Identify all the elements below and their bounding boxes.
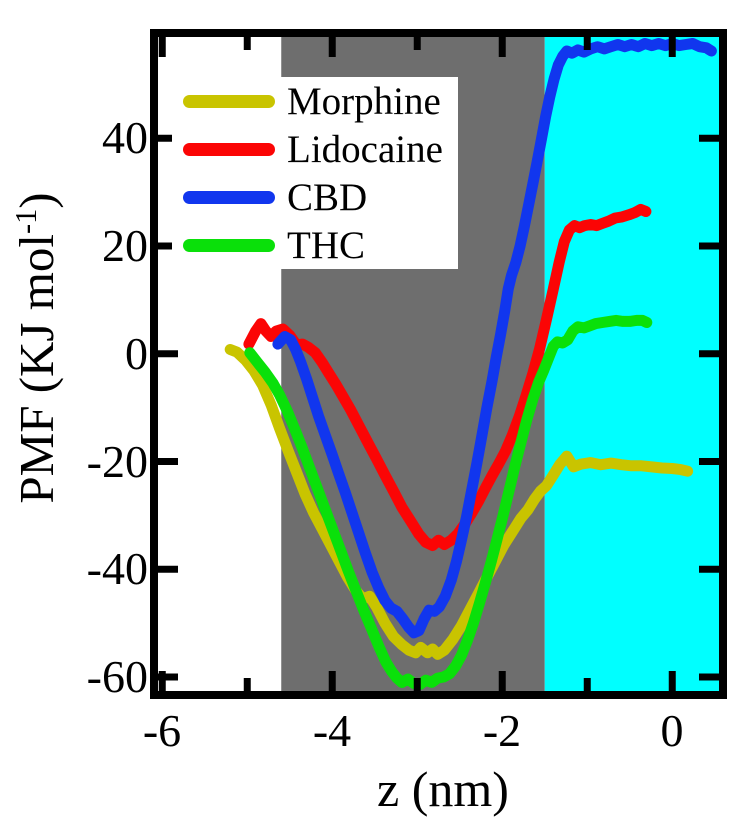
morphine-line-swatch <box>183 94 275 108</box>
legend-row-thc: THC <box>172 221 458 269</box>
legend-label-thc: THC <box>287 223 365 267</box>
curve-morphine <box>224 344 694 660</box>
legend-label-lidocaine: Lidocaine <box>287 127 443 171</box>
y-tick-label--60: -60 <box>86 651 148 702</box>
x-tick-label--2: -2 <box>482 705 522 756</box>
x-tick-label--4: -4 <box>312 705 352 756</box>
legend-label-morphine: Morphine <box>287 79 441 123</box>
y-tick-label-20: 20 <box>102 220 148 271</box>
legend-row-lidocaine: Lidocaine <box>172 125 458 173</box>
x-axis-title: z (nm) <box>377 761 509 817</box>
y-axis-title-superscript: -1 <box>8 208 43 235</box>
y-axis-title: PMF (KJ mol-1) <box>8 192 65 504</box>
lidocaine-line-swatch <box>183 142 275 156</box>
legend-row-cbd: CBD <box>172 173 458 221</box>
x-tick-label--6: -6 <box>142 705 182 756</box>
y-axis-title-main: PMF (KJ mol <box>9 234 65 504</box>
thc-line-swatch <box>183 238 275 252</box>
legend: Morphine Lidocaine CBD THC <box>172 77 458 269</box>
y-tick-label-0: 0 <box>125 328 148 379</box>
y-tick-label--20: -20 <box>86 436 148 487</box>
cbd-line-swatch <box>183 190 275 204</box>
plot-frame <box>150 29 727 699</box>
x-tick-label-0: 0 <box>660 705 684 756</box>
curve-thc <box>244 314 653 690</box>
y-tick-label--40: -40 <box>86 543 148 594</box>
region-cyan-band <box>544 37 719 691</box>
y-tick-label-40: 40 <box>102 112 148 163</box>
legend-label-cbd: CBD <box>287 175 368 219</box>
y-axis-title-close: ) <box>9 192 65 209</box>
legend-row-morphine: Morphine <box>172 77 458 125</box>
curve-cbd <box>272 38 717 639</box>
